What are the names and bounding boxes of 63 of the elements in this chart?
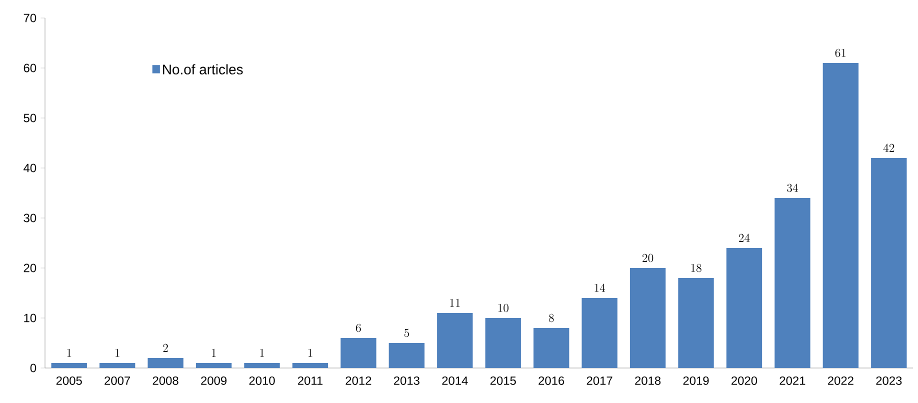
- y-tick-label: 40: [24, 164, 36, 172]
- data-label: 11: [450, 298, 460, 307]
- data-label: 1: [308, 348, 312, 357]
- data-label: 20: [642, 254, 654, 262]
- x-tick-label: 2023: [876, 376, 902, 385]
- data-label: 1: [116, 348, 120, 357]
- data-label: 1: [212, 348, 216, 357]
- y-tick-label: 50: [24, 114, 36, 122]
- y-tick-label: 0: [30, 364, 36, 372]
- bar: [244, 363, 280, 368]
- x-tick-label: 2012: [346, 376, 372, 385]
- data-label: 8: [548, 314, 554, 322]
- x-tick-label: 2020: [732, 376, 758, 385]
- x-tick-label: 2008: [152, 376, 178, 385]
- x-tick-label: 2017: [586, 376, 612, 385]
- bar: [533, 328, 570, 368]
- bar: [340, 338, 376, 368]
- bar: [678, 278, 714, 368]
- x-tick-label: 2021: [780, 376, 806, 385]
- x-tick-label: 2015: [490, 376, 516, 385]
- x-tick-label: 2016: [538, 376, 564, 385]
- data-label: 10: [498, 304, 508, 312]
- x-tick-label: 2007: [104, 376, 130, 385]
- bar: [51, 363, 87, 368]
- data-label: 14: [594, 284, 606, 292]
- y-tick-label: 10: [24, 314, 36, 322]
- data-label: 1: [67, 348, 72, 357]
- bar: [148, 358, 184, 368]
- data-label: 42: [883, 144, 894, 152]
- data-label: 61: [835, 48, 846, 58]
- bar: [388, 343, 425, 368]
- x-tick-label: 2011: [298, 376, 322, 385]
- x-tick-label: 2014: [442, 376, 468, 385]
- data-label: 34: [787, 184, 798, 192]
- bar: [774, 198, 810, 368]
- data-label: 18: [691, 264, 702, 272]
- bar: [630, 268, 666, 368]
- y-tick-label: 60: [24, 64, 36, 72]
- data-label: 1: [260, 348, 264, 357]
- bar: [582, 298, 618, 368]
- y-tick-label: 30: [24, 214, 36, 222]
- data-label: 2: [163, 344, 168, 352]
- data-label: 24: [738, 234, 750, 242]
- bar: [437, 313, 473, 368]
- x-tick-label: 2010: [249, 376, 275, 385]
- x-tick-label: 2018: [635, 376, 661, 385]
- bar: [726, 248, 762, 368]
- bar: [99, 363, 136, 368]
- x-tick-label: 2005: [56, 376, 82, 385]
- x-tick-label: 2013: [394, 376, 420, 385]
- y-tick-label: 70: [24, 14, 36, 22]
- bar: [871, 158, 907, 368]
- y-tick-label: 20: [24, 264, 36, 272]
- bar: [485, 318, 521, 368]
- x-tick-label: 2019: [683, 376, 709, 385]
- bar: [292, 363, 328, 368]
- legend-label: No.of articles: [163, 64, 243, 74]
- bar: [196, 363, 232, 368]
- x-tick-label: 2022: [828, 376, 854, 385]
- x-tick-label: 2009: [201, 376, 226, 385]
- bar: [822, 63, 859, 368]
- data-label: 6: [356, 324, 361, 332]
- data-label: 5: [404, 328, 410, 338]
